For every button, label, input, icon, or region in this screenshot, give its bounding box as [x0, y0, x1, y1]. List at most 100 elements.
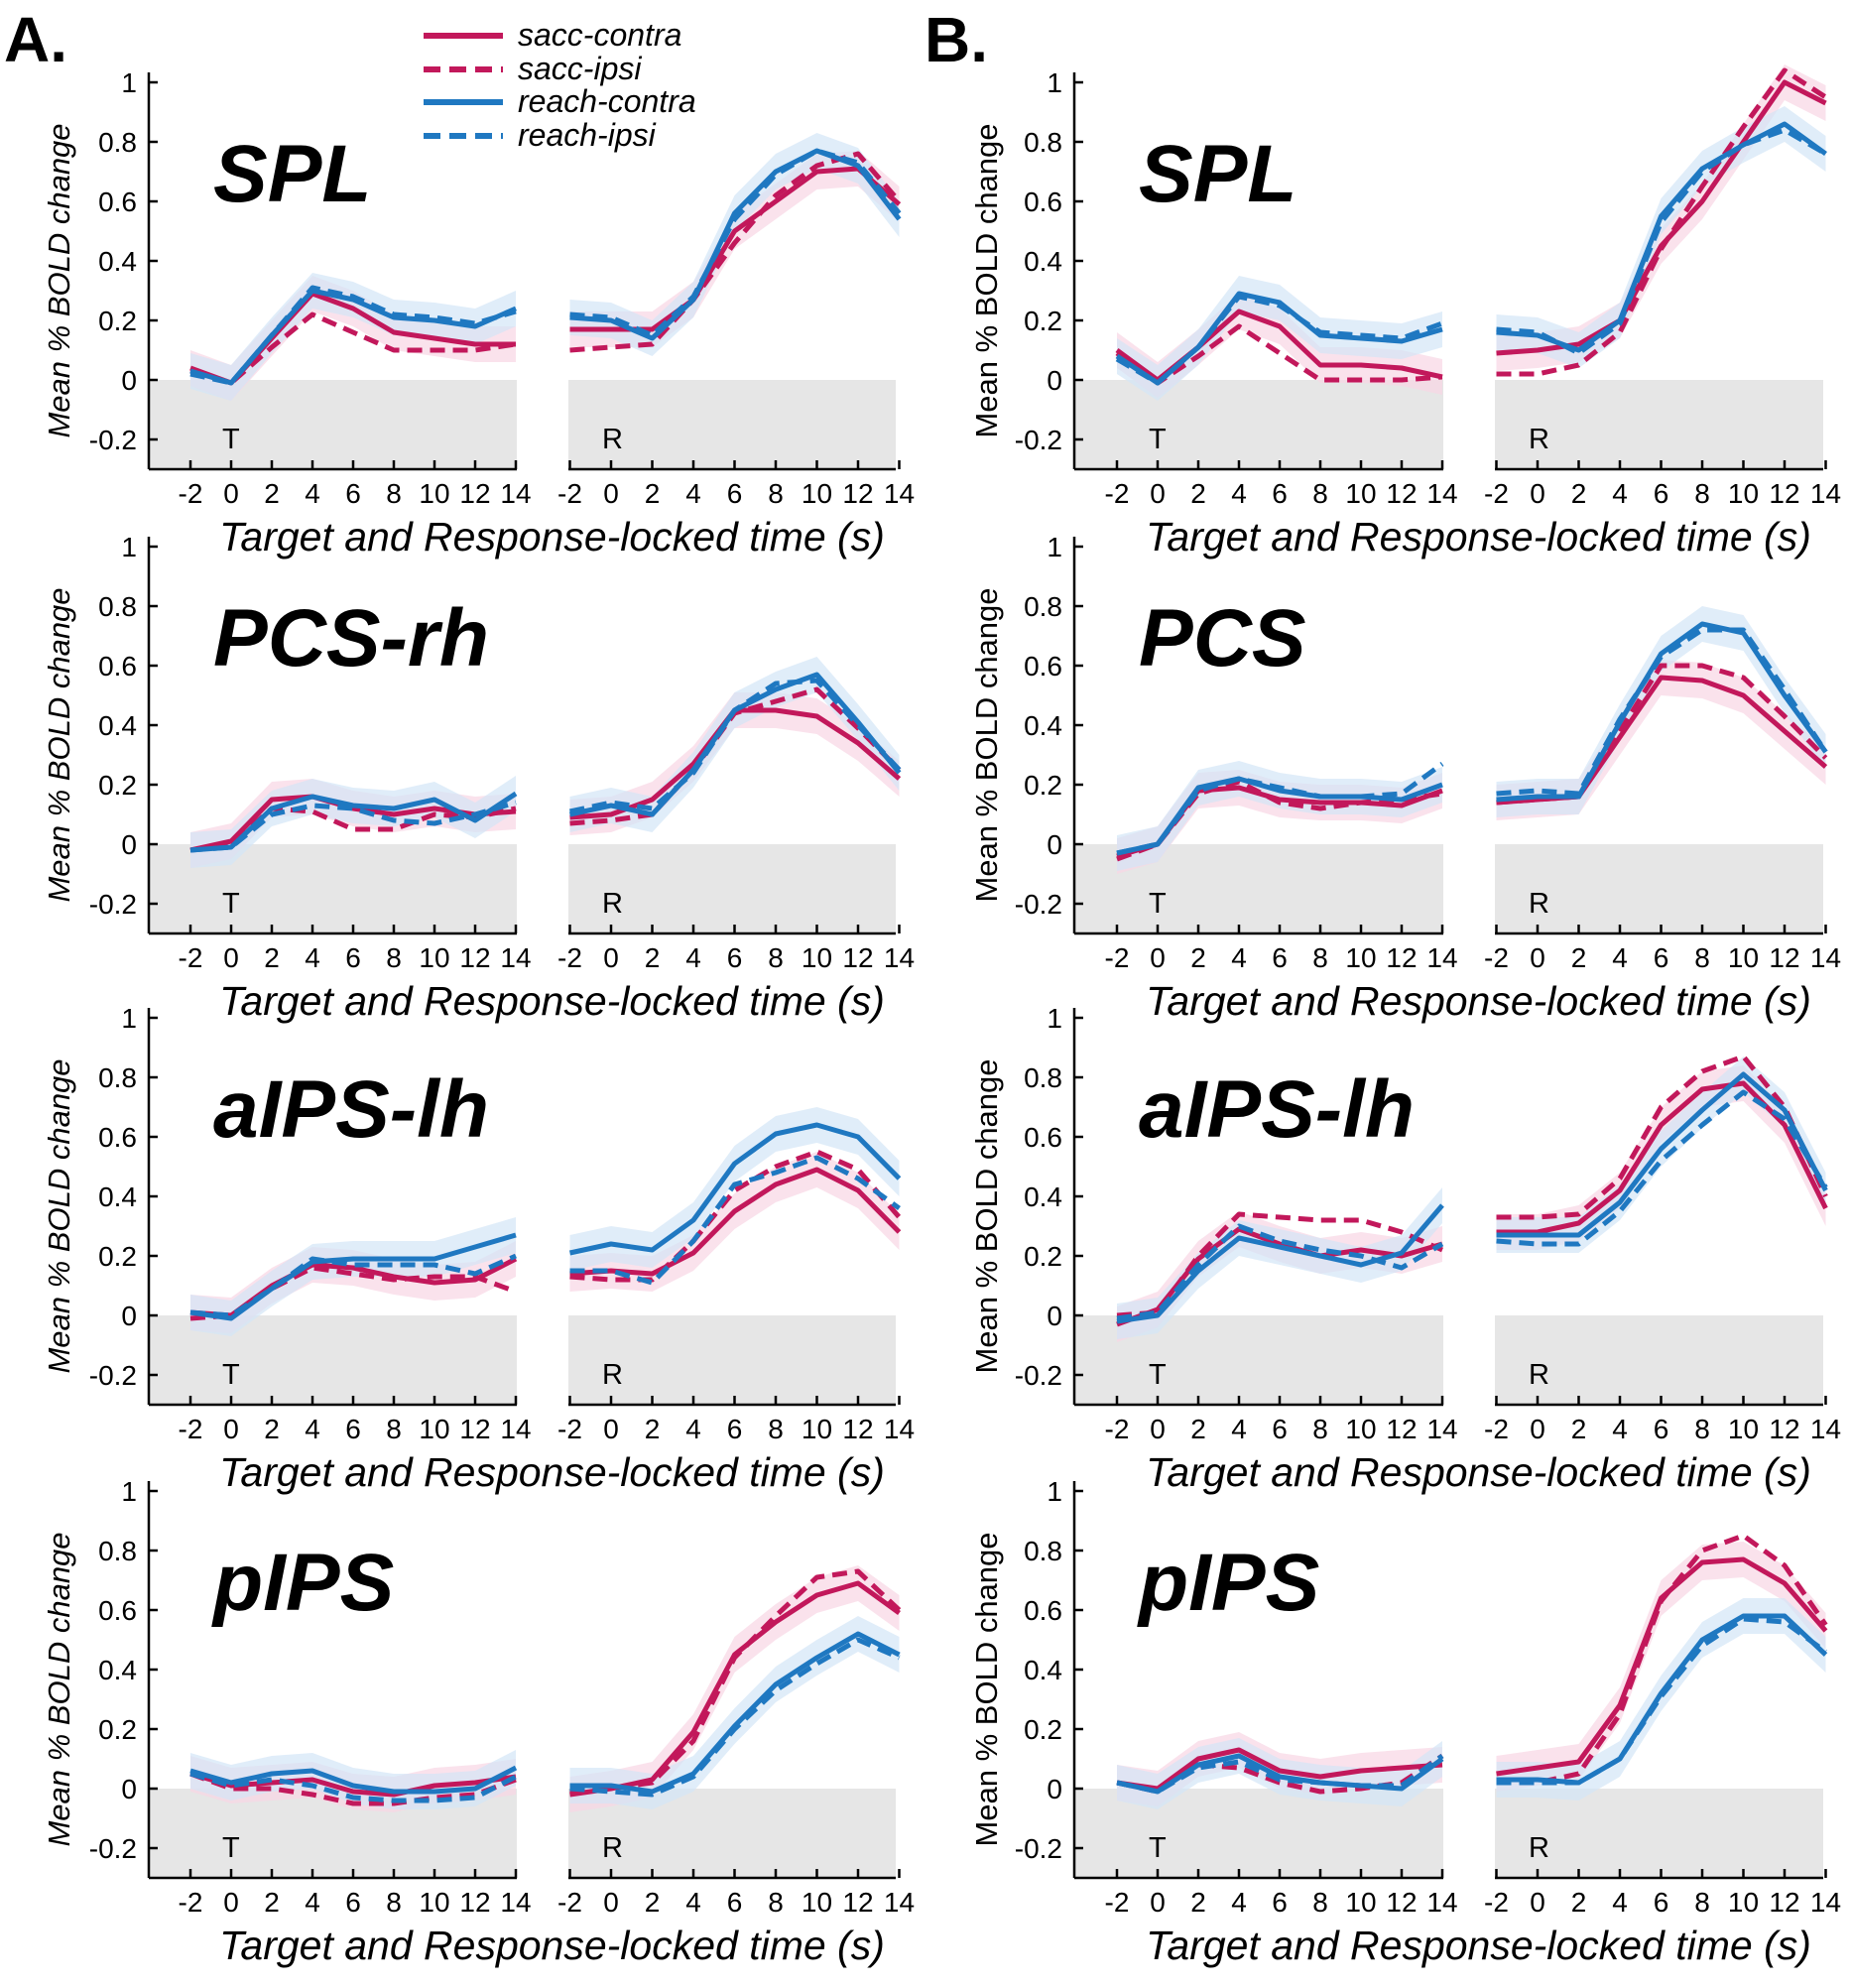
- x-tick-label: 14: [1810, 1414, 1841, 1444]
- y-tick-label: -0.2: [89, 425, 137, 455]
- series-line-reach-contra: [189, 1765, 518, 1795]
- series-line-reach-contra: [189, 288, 518, 386]
- x-tick-label: -2: [1105, 478, 1130, 509]
- x-tick-label: 10: [1728, 1414, 1759, 1444]
- y-tick-label: 0.2: [98, 1241, 137, 1272]
- series-line-reach-ipsi: [1115, 294, 1443, 386]
- x-axis-label: Target and Response-locked time (s): [219, 1449, 885, 1495]
- x-tick-label: 6: [1272, 1887, 1288, 1918]
- x-tick-label: 14: [1426, 478, 1457, 509]
- series-line-sacc-contra: [569, 1167, 902, 1277]
- y-tick-label: 1: [1047, 1003, 1062, 1034]
- y-tick-label: 1: [121, 1003, 137, 1034]
- x-tick-label: 4: [685, 1414, 701, 1444]
- x-tick-label: 12: [459, 1414, 490, 1444]
- x-tick-label: 14: [884, 1887, 915, 1918]
- y-tick-label: 1: [121, 67, 137, 98]
- y-tick-label: 0.8: [1024, 591, 1062, 622]
- x-tick-label: 4: [1612, 1887, 1628, 1918]
- y-tick-label: 0: [1047, 365, 1062, 396]
- baseline-region: [1495, 380, 1823, 469]
- x-tick-label: 2: [645, 478, 661, 509]
- event-label-target: T: [222, 1359, 240, 1391]
- chart-a-pips: T-2 0 2 4 6 8 10 12 14R-2 0 2 4 6 8 10 12 1410.80.60.40.…: [42, 1476, 915, 1968]
- x-tick-label: 10: [1728, 478, 1759, 509]
- y-tick-label: 0.2: [1024, 1241, 1062, 1272]
- x-tick-label: -2: [179, 942, 203, 973]
- series-line-sacc-contra: [569, 1580, 901, 1798]
- x-tick-label: 4: [1231, 1414, 1247, 1444]
- x-tick-label: 12: [1769, 1887, 1799, 1918]
- baseline-region: [149, 380, 517, 469]
- y-tick-label: -0.2: [89, 1360, 137, 1391]
- series-line-sacc-ipsi: [569, 1149, 902, 1283]
- series-line-reach-ipsi: [1496, 1616, 1827, 1786]
- legend-label-sacc-ipsi: sacc-ipsi: [518, 51, 642, 86]
- x-tick-label: -2: [1484, 942, 1509, 973]
- event-label-target: T: [222, 1832, 240, 1864]
- series-line-sacc-contra: [1116, 1747, 1443, 1792]
- y-axis-label: Mean % BOLD change: [42, 123, 76, 437]
- event-label-response: R: [602, 424, 623, 455]
- x-tick-label: 0: [1150, 478, 1166, 509]
- baseline-region: [1495, 1315, 1823, 1405]
- x-tick-label: -2: [1105, 1414, 1130, 1444]
- x-tick-label: 6: [1654, 1414, 1669, 1444]
- y-tick-label: 1: [121, 532, 137, 562]
- series-line-sacc-ipsi: [189, 311, 517, 386]
- x-tick-label: 4: [1231, 1887, 1247, 1918]
- y-tick-label: 0.4: [98, 710, 137, 741]
- baseline-region: [1495, 844, 1823, 933]
- x-tick-label: 10: [419, 478, 449, 509]
- x-tick-label: 10: [1728, 1887, 1759, 1918]
- x-tick-label: 8: [1312, 1414, 1328, 1444]
- chart-a-spl: T-2 0 2 4 6 8 10 12 14R-2 0 2 4 6 8 10 12 1410.80.60.40.…: [42, 67, 915, 559]
- y-axis-label: Mean % BOLD change: [42, 587, 76, 902]
- x-tick-label: 2: [1571, 1887, 1587, 1918]
- x-tick-label: 10: [1345, 942, 1376, 973]
- x-tick-label: 0: [223, 942, 239, 973]
- panel-label-a: A.: [4, 4, 67, 75]
- x-tick-label: 12: [1769, 942, 1799, 973]
- y-tick-label: 0: [121, 365, 137, 396]
- series-line-sacc-ipsi: [1496, 1054, 1828, 1220]
- series-line-reach-contra: [1496, 1071, 1828, 1238]
- x-tick-label: 4: [305, 1887, 320, 1918]
- x-tick-label: -2: [1484, 478, 1509, 509]
- y-tick-label: 0: [1047, 1774, 1062, 1804]
- series-line-reach-ipsi: [189, 1771, 518, 1803]
- y-tick-label: 0.6: [98, 1122, 137, 1153]
- roi-title: aIPS-lh: [213, 1064, 489, 1155]
- y-tick-label: 0.8: [1024, 1062, 1062, 1093]
- x-tick-label: 0: [1150, 1414, 1166, 1444]
- series-line-reach-ipsi: [189, 1253, 518, 1318]
- error-band-reach-contra: [1117, 1738, 1442, 1809]
- x-tick-label: 0: [1530, 1887, 1545, 1918]
- series-line-reach-ipsi: [1496, 127, 1827, 356]
- y-tick-label: 0.4: [98, 1655, 137, 1685]
- series-line-reach-ipsi: [1116, 1753, 1444, 1795]
- x-tick-label: -2: [179, 1887, 203, 1918]
- error-band-reach-contra: [190, 1217, 516, 1336]
- series-line-sacc-contra: [569, 166, 902, 332]
- chart-a-pcs-rh: T-2 0 2 4 6 8 10 12 14R-2 0 2 4 6 8 10 12 1410.80.60.40.…: [42, 532, 915, 1024]
- series-line-reach-contra: [1116, 776, 1443, 856]
- y-tick-label: -0.2: [1015, 1360, 1062, 1391]
- series-line-reach-contra: [1116, 1203, 1444, 1324]
- x-tick-label: 10: [1345, 1887, 1376, 1918]
- x-tick-label: 10: [1345, 478, 1376, 509]
- x-tick-label: 8: [1694, 478, 1710, 509]
- x-tick-label: 10: [802, 478, 832, 509]
- chart-b-spl: T-2 0 2 4 6 8 10 12 14R-2 0 2 4 6 8 10 12 1410.80.60.40.…: [969, 64, 1841, 559]
- y-axis-label: Mean % BOLD change: [969, 1058, 1004, 1373]
- x-tick-label: 6: [1272, 1414, 1288, 1444]
- y-tick-label: 0.4: [98, 246, 137, 277]
- event-label-response: R: [602, 1359, 623, 1391]
- y-tick-label: 0.6: [98, 1595, 137, 1626]
- event-label-response: R: [1529, 888, 1549, 920]
- x-tick-label: 2: [645, 942, 661, 973]
- x-tick-label: 4: [1231, 478, 1247, 509]
- series-line-reach-ipsi: [1496, 627, 1828, 797]
- y-tick-label: 1: [1047, 1476, 1062, 1507]
- y-tick-label: -0.2: [1015, 889, 1062, 920]
